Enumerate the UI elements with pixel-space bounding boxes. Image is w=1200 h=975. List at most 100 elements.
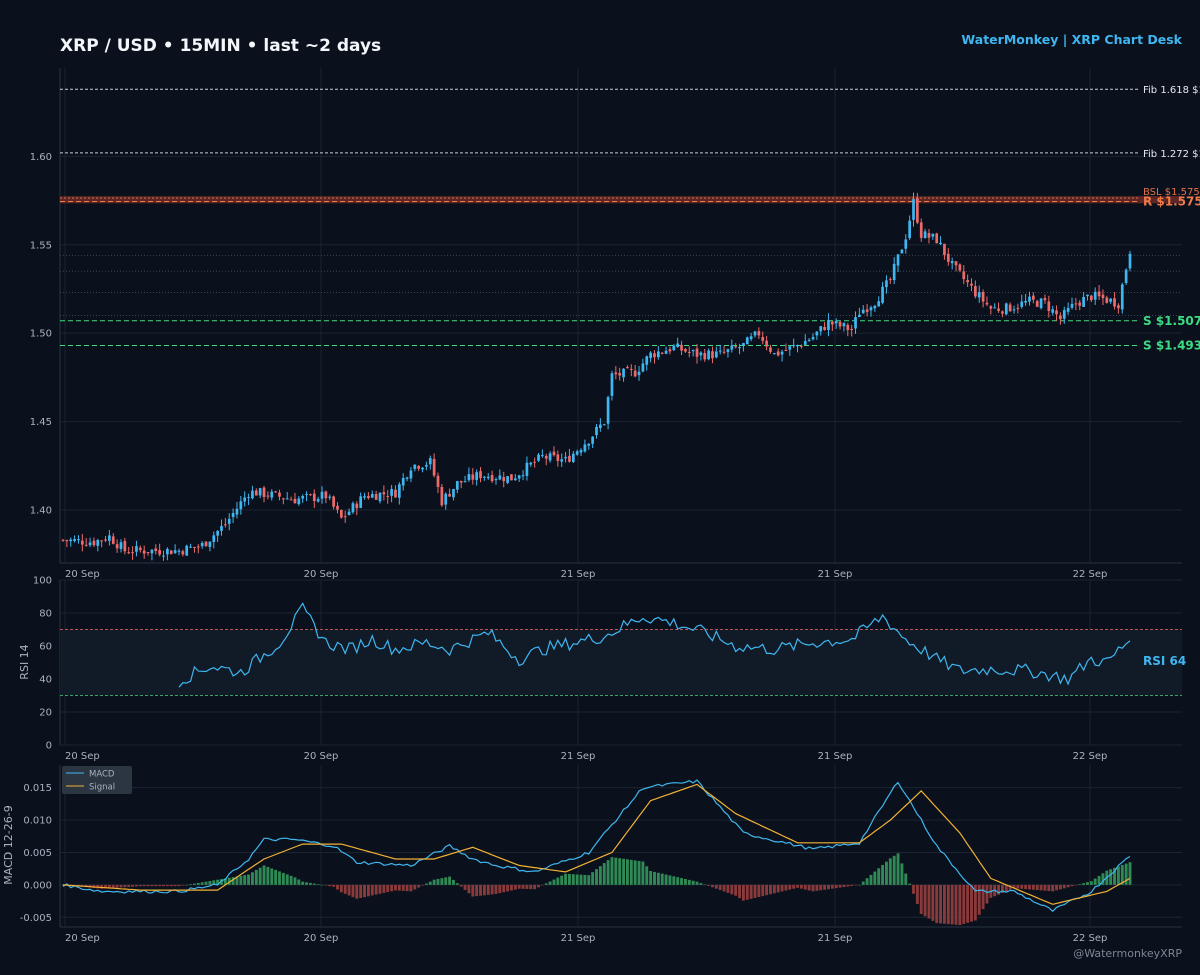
candle — [525, 462, 529, 476]
macd-histogram-bar — [935, 884, 939, 924]
macd-histogram-bar — [390, 884, 394, 892]
candle — [432, 458, 436, 476]
level-label-support: S $1.493 — [1143, 339, 1200, 353]
candle — [811, 336, 815, 340]
candle — [378, 492, 382, 502]
macd-histogram-bar — [997, 884, 1001, 895]
macd-histogram-bar — [796, 884, 799, 888]
candle — [854, 317, 857, 329]
macd-histogram-bar — [374, 884, 378, 895]
macd-histogram-bar — [1101, 873, 1105, 885]
candle — [1082, 296, 1085, 307]
macd-histogram-bar — [772, 884, 776, 894]
macd-histogram-bar — [169, 884, 173, 887]
macd-histogram-bar — [432, 879, 436, 885]
macd-histogram-bar — [320, 884, 324, 886]
macd-histogram-bar — [691, 880, 695, 885]
candle — [84, 544, 88, 546]
candle — [916, 198, 919, 223]
macd-histogram-bar — [973, 884, 977, 921]
macd-x-tick: 20 Sep — [304, 933, 339, 944]
macd-histogram-bar — [641, 861, 645, 885]
macd-histogram-bar — [177, 884, 181, 887]
macd-histogram-bar — [660, 873, 664, 885]
candle — [1043, 298, 1047, 301]
candle — [189, 546, 192, 548]
candle — [386, 496, 390, 498]
macd-histogram-bar — [355, 884, 359, 899]
macd-histogram-bar — [803, 884, 807, 890]
candle — [421, 467, 424, 470]
candle — [772, 353, 776, 355]
macd-histogram-bar — [162, 884, 165, 887]
candle — [912, 199, 915, 220]
macd-histogram-bar — [529, 884, 533, 890]
candle — [827, 320, 830, 330]
macd-y-tick: 0.000 — [23, 880, 52, 891]
candle — [1004, 303, 1008, 315]
candle — [425, 464, 428, 467]
candle — [602, 424, 606, 426]
macd-histogram-bar — [135, 884, 138, 887]
macd-histogram-bar — [308, 882, 312, 885]
candle — [278, 492, 281, 497]
macd-histogram-bar — [807, 884, 811, 891]
price-x-tick: 20 Sep — [304, 569, 339, 580]
candle — [224, 524, 227, 526]
candle — [537, 454, 540, 461]
candle — [301, 496, 305, 499]
macd-histogram-bar — [285, 874, 289, 885]
candle — [757, 331, 761, 336]
macd-histogram-bar — [1012, 884, 1016, 889]
macd-histogram-bar — [946, 884, 950, 925]
macd-histogram-bar — [687, 879, 691, 885]
macd-histogram-bar — [104, 884, 107, 889]
legend-signal-label: Signal — [89, 783, 115, 793]
macd-histogram-bar — [258, 867, 262, 885]
macd-histogram-bar — [854, 884, 857, 886]
candle — [185, 545, 189, 556]
candle — [1113, 298, 1116, 307]
candle — [908, 220, 911, 239]
candle — [204, 541, 208, 547]
signal-line — [62, 783, 1131, 905]
candle — [923, 231, 927, 239]
macd-histogram-bar — [629, 859, 633, 885]
candle — [796, 345, 799, 347]
macd-histogram-bar — [552, 879, 556, 885]
macd-histogram-bar — [1058, 884, 1062, 890]
candle — [166, 548, 169, 555]
macd-histogram-bar — [363, 884, 366, 898]
macd-histogram-bar — [421, 884, 424, 886]
rsi-y-tick: 80 — [39, 609, 52, 620]
candle — [254, 490, 258, 496]
macd-histogram-bar — [111, 884, 115, 888]
macd-histogram-bar — [498, 884, 502, 894]
candle — [297, 498, 301, 505]
macd-histogram-bar — [815, 884, 819, 891]
candle — [181, 551, 185, 555]
macd-histogram-bar — [865, 878, 869, 885]
candle — [289, 499, 293, 501]
candle — [943, 243, 946, 255]
candle — [599, 424, 602, 429]
candle — [834, 320, 838, 324]
candle — [475, 472, 479, 480]
chart-title: XRP / USD • 15MIN • last ~2 days — [60, 36, 382, 56]
macd-histogram-bar — [200, 882, 204, 885]
candle — [367, 496, 370, 499]
level-label-resistance: R $1.575 — [1143, 194, 1200, 208]
candle — [657, 351, 660, 358]
candle — [637, 371, 641, 376]
macd-histogram-bar — [459, 884, 463, 887]
candle — [111, 536, 115, 544]
macd-histogram-bar — [540, 884, 544, 886]
macd-histogram-bar — [366, 884, 370, 897]
macd-histogram-bar — [482, 884, 486, 896]
macd-histogram-bar — [792, 884, 796, 889]
macd-histogram-bar — [811, 884, 815, 892]
candle — [409, 470, 413, 479]
macd-histogram-bar — [564, 873, 568, 885]
candle — [958, 264, 962, 271]
candle — [270, 491, 274, 498]
